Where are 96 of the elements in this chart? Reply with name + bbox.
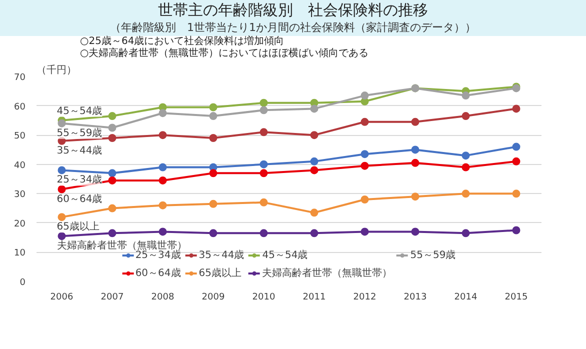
x-tick-label: 2006 bbox=[50, 292, 74, 302]
point bbox=[310, 131, 318, 140]
chart-subtitle: （年齢階級別 1世帯当たり1か月間の社会保険料（家計調査のデータ）） bbox=[110, 20, 476, 35]
legend-label: 55～59歳 bbox=[410, 248, 456, 262]
point bbox=[310, 166, 318, 174]
x-tick-label: 2012 bbox=[353, 292, 376, 302]
x-tick-label: 2007 bbox=[100, 292, 124, 302]
point bbox=[209, 169, 218, 178]
text: 25～34歳 bbox=[56, 174, 102, 186]
point bbox=[260, 229, 268, 238]
point bbox=[158, 201, 167, 210]
y-tick-label: 70 bbox=[14, 73, 26, 83]
point bbox=[260, 98, 268, 107]
point bbox=[360, 150, 369, 158]
point bbox=[209, 229, 218, 238]
x-tick-label: 2015 bbox=[504, 292, 528, 302]
point bbox=[158, 109, 167, 118]
y-tick-label: 40 bbox=[14, 160, 26, 171]
y-tick-label: 0 bbox=[20, 278, 26, 288]
point bbox=[58, 166, 66, 174]
point bbox=[209, 200, 218, 208]
text: 夫婦高齢者世帯（無職世帯） bbox=[56, 240, 187, 252]
point bbox=[108, 176, 116, 184]
point bbox=[512, 142, 520, 151]
point bbox=[108, 112, 116, 120]
point bbox=[58, 232, 66, 240]
y-axis-title: （千円） bbox=[36, 64, 76, 76]
point bbox=[260, 128, 268, 136]
point bbox=[260, 106, 268, 114]
point bbox=[512, 226, 520, 234]
point bbox=[158, 163, 167, 172]
y-tick-label: 30 bbox=[14, 190, 26, 200]
y-tick-label: 20 bbox=[14, 219, 26, 230]
y-tick-label: 50 bbox=[14, 132, 26, 142]
x-tick-label: 2009 bbox=[202, 292, 225, 302]
text: ○夫婦高齢者世帯（無職世帯）においてはほぼ横ばい傾向である bbox=[80, 48, 369, 60]
point bbox=[360, 92, 369, 100]
text: ○25歳～64歳において社会保険料は増加傾向 bbox=[80, 36, 284, 48]
point bbox=[58, 185, 66, 194]
point bbox=[512, 157, 520, 166]
point bbox=[512, 104, 520, 113]
x-tick-label: 2014 bbox=[454, 292, 478, 302]
point bbox=[209, 112, 218, 120]
point bbox=[411, 192, 420, 201]
point bbox=[411, 158, 420, 167]
point bbox=[310, 104, 318, 113]
x-tick-label: 2010 bbox=[252, 292, 276, 302]
x-tick-label: 2008 bbox=[151, 292, 174, 302]
point bbox=[360, 228, 369, 236]
legend-label: 夫婦高齢者世帯（無職世帯） bbox=[262, 266, 392, 280]
legend-label: 65歳以上 bbox=[198, 266, 242, 280]
point bbox=[260, 160, 268, 168]
point bbox=[462, 152, 470, 160]
legend-label: 35～44歳 bbox=[198, 248, 244, 262]
legend-label: 25～34歳 bbox=[135, 250, 181, 262]
point bbox=[462, 163, 470, 172]
text: 65歳以上 bbox=[56, 222, 100, 233]
point bbox=[360, 118, 369, 126]
point bbox=[260, 198, 268, 206]
text: 55～59歳 bbox=[56, 128, 102, 139]
point bbox=[462, 190, 470, 198]
point bbox=[512, 190, 520, 198]
point bbox=[360, 162, 369, 170]
point bbox=[108, 134, 116, 142]
chart-title: 世帯主の年齢階級別 社会保険料の推移 bbox=[158, 0, 428, 20]
point bbox=[411, 118, 420, 126]
point bbox=[411, 146, 420, 154]
text: 45～54歳 bbox=[56, 106, 102, 117]
point bbox=[108, 169, 116, 178]
point bbox=[310, 157, 318, 166]
text: 60～64歳 bbox=[56, 194, 102, 205]
text: 35～44歳 bbox=[56, 145, 102, 156]
y-tick-label: 10 bbox=[14, 248, 26, 259]
point bbox=[158, 228, 167, 236]
legend-label: 60～64歳 bbox=[135, 266, 181, 280]
x-tick-label: 2011 bbox=[302, 292, 326, 302]
point bbox=[260, 169, 268, 178]
point bbox=[58, 213, 66, 222]
point bbox=[310, 229, 318, 238]
point bbox=[158, 176, 167, 184]
point bbox=[108, 124, 116, 132]
point bbox=[462, 112, 470, 120]
point bbox=[58, 119, 66, 128]
point bbox=[310, 208, 318, 217]
point bbox=[209, 134, 218, 142]
point bbox=[360, 196, 369, 204]
point bbox=[108, 229, 116, 238]
point bbox=[411, 228, 420, 236]
point bbox=[158, 131, 167, 140]
x-tick-label: 2013 bbox=[404, 292, 427, 302]
point bbox=[108, 204, 116, 212]
point bbox=[462, 229, 470, 238]
legend-label: 45～54歳 bbox=[262, 248, 308, 262]
point bbox=[462, 92, 470, 100]
y-tick-label: 60 bbox=[14, 102, 26, 112]
point bbox=[209, 103, 218, 112]
